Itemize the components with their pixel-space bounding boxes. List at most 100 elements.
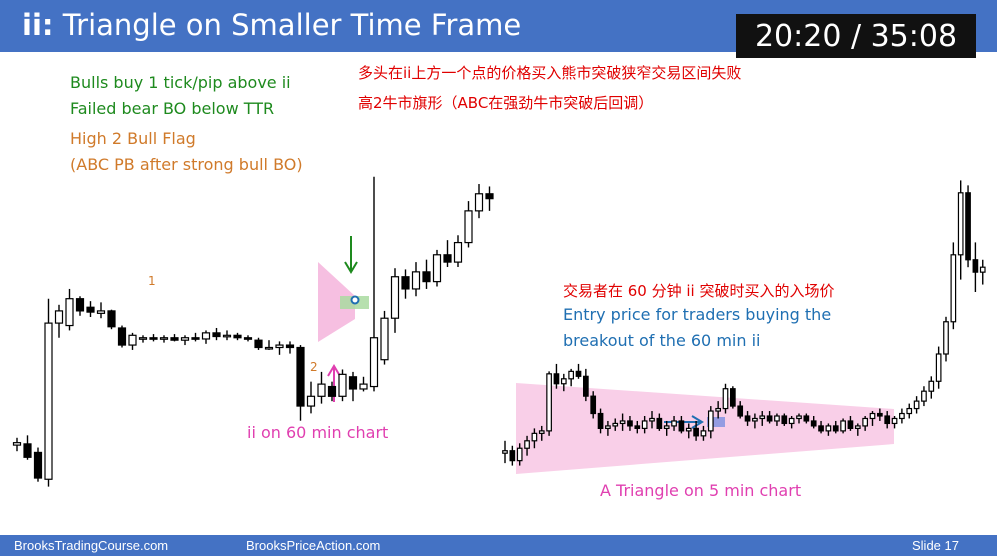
- candle-bear: [553, 373, 560, 385]
- candle-bull: [432, 254, 442, 283]
- candle-bull: [671, 420, 677, 427]
- candle-bear: [884, 415, 891, 425]
- candle-bull: [264, 346, 274, 350]
- candle-bull: [306, 395, 316, 407]
- candle-bull: [913, 400, 920, 410]
- orange-annotation-1: High 2 Bull Flag: [70, 129, 196, 148]
- candle-bull: [275, 344, 284, 349]
- candle-bull: [159, 337, 169, 340]
- ii-entry-dot: [350, 295, 360, 305]
- candle-bull: [715, 407, 722, 412]
- candle-bear: [766, 415, 773, 422]
- candle-bear: [744, 415, 751, 422]
- candle-bear: [149, 337, 158, 340]
- candle-bull: [12, 442, 22, 446]
- candle-bull: [752, 417, 758, 422]
- candle-bull: [65, 298, 74, 327]
- candle-bull: [54, 310, 64, 324]
- candle-bull: [560, 378, 567, 385]
- entry-annotation-2: breakout of the 60 min ii: [563, 331, 761, 350]
- title-main: Triangle on Smaller Time Frame: [53, 8, 522, 42]
- candle-bull: [317, 383, 326, 397]
- candle-bull: [338, 373, 347, 397]
- candle-bear: [590, 395, 597, 415]
- candle-bull: [759, 415, 766, 420]
- candle-bear: [107, 310, 116, 328]
- candle-bear: [33, 451, 43, 479]
- candle-bear: [876, 412, 883, 417]
- title-prefix: ii:: [22, 8, 54, 42]
- candle-bear: [443, 254, 452, 263]
- orange-annotation-2: (ABC PB after strong bull BO): [70, 155, 303, 174]
- candle-bull: [222, 334, 232, 338]
- chinese-annotation-2: 高2牛市旗形（ABC在强劲牛市突破后回调）: [358, 94, 654, 112]
- candle-bear: [170, 337, 179, 341]
- candle-bull: [906, 407, 913, 415]
- candle-bull: [722, 388, 729, 410]
- footer-center-link[interactable]: BrooksPriceAction.com: [246, 538, 381, 553]
- candle-bear: [634, 425, 641, 430]
- candle-bear: [575, 370, 582, 377]
- footer-slide-number: Slide 17: [912, 538, 959, 553]
- green-annotation-1: Bulls buy 1 tick/pip above ii: [70, 73, 291, 92]
- candle-bear: [810, 420, 817, 427]
- candle-bull: [605, 425, 611, 430]
- candle-bear: [243, 337, 253, 340]
- candle-bull: [516, 447, 523, 462]
- footer-left-link[interactable]: BrooksTradingCourse.com: [14, 538, 169, 553]
- candle-bull: [531, 432, 538, 442]
- candle-bull: [612, 422, 619, 427]
- green-down-arrow: [344, 236, 358, 274]
- candle-bear: [965, 192, 971, 261]
- candle-bull: [524, 440, 530, 449]
- candles-60min: [12, 176, 494, 487]
- candle-bull: [453, 241, 463, 263]
- candle-bull: [788, 417, 795, 425]
- candle-bull: [474, 193, 484, 212]
- candle-bull: [943, 321, 949, 355]
- ii-60min-label: ii on 60 min chart: [247, 423, 389, 442]
- candle-bear: [693, 427, 699, 437]
- candle-bull: [411, 271, 421, 290]
- candle-bull: [180, 337, 190, 341]
- price-charts: [12, 176, 986, 487]
- candle-bull: [359, 383, 368, 390]
- candle-bull: [568, 370, 575, 380]
- candle-bull: [128, 334, 137, 346]
- candle-bull: [840, 420, 846, 432]
- candle-bull: [854, 425, 861, 430]
- candle-bull: [899, 412, 905, 420]
- candle-bear: [729, 388, 736, 407]
- video-timer: 20:20 / 35:08: [736, 14, 976, 58]
- candle-bear: [75, 298, 85, 312]
- candles-5min: [502, 180, 986, 466]
- candle-bull: [935, 353, 942, 382]
- candle-bear: [254, 339, 263, 349]
- candle-bear: [86, 306, 95, 313]
- candle-bull: [685, 427, 692, 432]
- candle-bear: [737, 405, 744, 417]
- bar-label-1: 1: [148, 274, 156, 288]
- candle-bull: [957, 192, 964, 256]
- footer-bar: BrooksTradingCourse.com BrooksPriceActio…: [0, 535, 997, 556]
- candle-bull: [649, 417, 655, 422]
- candle-bear: [656, 417, 663, 430]
- candle-bull: [44, 322, 53, 480]
- candle-bull: [950, 254, 957, 323]
- candle-bear: [972, 259, 979, 273]
- candle-bull: [380, 317, 389, 361]
- candle-bear: [23, 443, 32, 458]
- candle-bull: [979, 266, 986, 273]
- candle-bear: [233, 334, 242, 339]
- triangle-5min-label: A Triangle on 5 min chart: [600, 481, 802, 500]
- candle-bear: [296, 346, 305, 407]
- candle-bull: [538, 430, 545, 434]
- candle-bear: [627, 420, 633, 427]
- candle-bear: [803, 415, 810, 422]
- candle-bull: [96, 310, 106, 314]
- candle-bull: [464, 210, 473, 244]
- candle-bear: [401, 276, 410, 290]
- candle-bear: [847, 420, 854, 429]
- candle-bull: [138, 337, 148, 340]
- candle-bull: [641, 420, 648, 429]
